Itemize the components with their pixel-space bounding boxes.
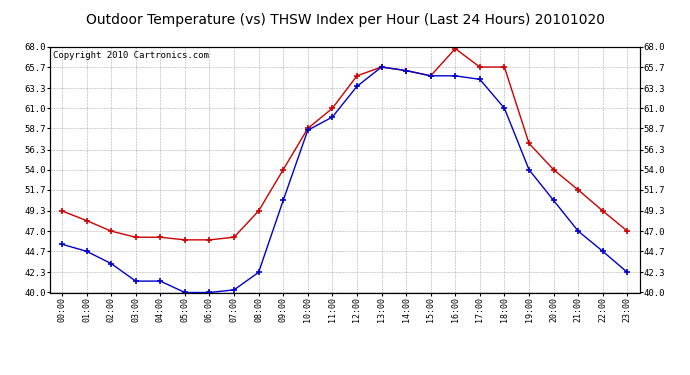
Text: Outdoor Temperature (vs) THSW Index per Hour (Last 24 Hours) 20101020: Outdoor Temperature (vs) THSW Index per … bbox=[86, 13, 604, 27]
Text: Copyright 2010 Cartronics.com: Copyright 2010 Cartronics.com bbox=[52, 51, 208, 60]
